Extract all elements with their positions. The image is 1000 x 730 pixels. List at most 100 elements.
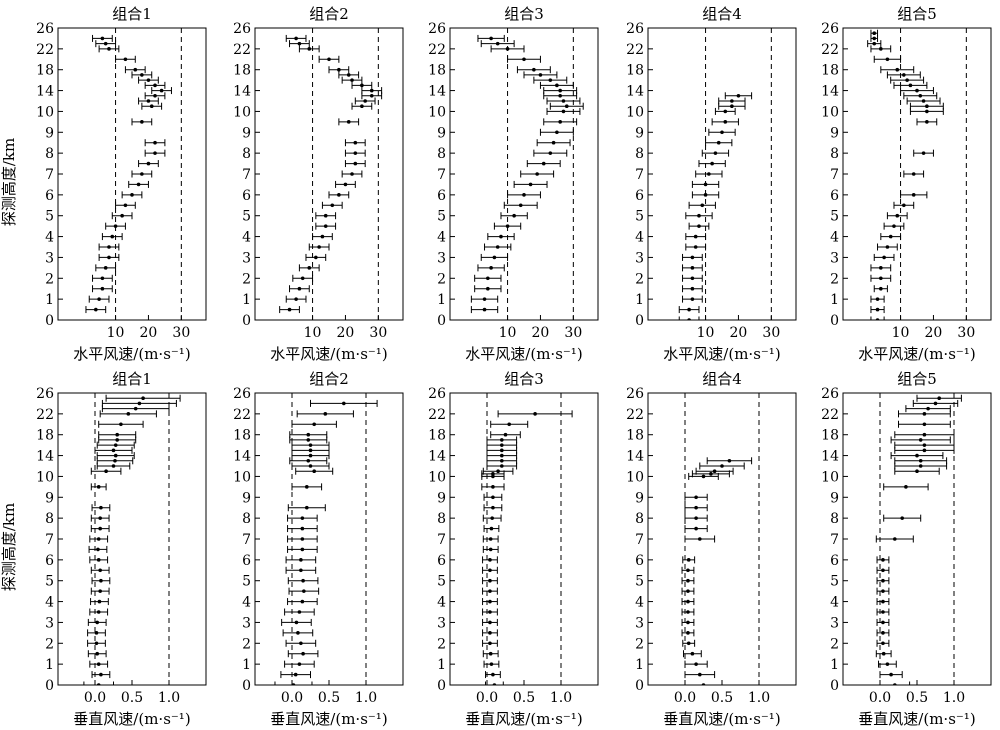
data-point xyxy=(522,57,526,62)
y-tick-label: 4 xyxy=(830,595,839,611)
y-axis-label-top: 探测高度/km xyxy=(0,138,18,226)
y-tick-label: 18 xyxy=(821,63,839,79)
subplot-title: 组合4 xyxy=(702,5,742,23)
data-point xyxy=(488,620,492,625)
data-point xyxy=(103,41,108,46)
y-tick-label: 1 xyxy=(830,657,839,673)
subplot-title: 组合1 xyxy=(112,370,152,388)
data-point xyxy=(301,578,305,583)
y-tick-label: 2 xyxy=(242,636,251,652)
data-point xyxy=(107,255,111,260)
data-point xyxy=(300,599,305,604)
data-point xyxy=(700,203,705,208)
y-tick-label: 26 xyxy=(36,21,54,37)
data-point xyxy=(500,448,504,453)
data-point xyxy=(149,104,154,109)
data-point xyxy=(686,578,690,583)
y-tick-label: 6 xyxy=(635,553,644,569)
data-point xyxy=(314,255,318,260)
data-point xyxy=(892,224,896,228)
data-point xyxy=(296,631,300,635)
y-tick-label: 1 xyxy=(830,292,839,308)
data-point xyxy=(881,568,885,573)
data-point xyxy=(720,130,724,135)
data-point xyxy=(881,651,886,656)
data-point xyxy=(308,448,313,453)
y-tick-label: 22 xyxy=(428,42,446,58)
x-axis-label: 垂直风速/(m·s⁻¹) xyxy=(663,710,780,728)
data-point xyxy=(911,172,916,176)
y-tick-label: 22 xyxy=(233,42,251,58)
data-point xyxy=(488,641,492,646)
data-point xyxy=(690,651,695,656)
y-tick-label: 9 xyxy=(635,125,644,141)
y-tick-label: 14 xyxy=(626,449,644,465)
data-point xyxy=(499,234,503,239)
subplot-8: 组合3 0 1 2 3 4 5 6 7 8 9 10 14 18 22 26 0.0 0.5 1.0 垂直风速/(m·… xyxy=(428,370,599,728)
data-point xyxy=(505,47,510,51)
y-tick-label: 3 xyxy=(830,250,839,266)
data-point xyxy=(541,161,546,166)
data-point xyxy=(489,526,494,531)
x-axis-label: 水平风速/(m·s⁻¹) xyxy=(270,345,387,363)
data-point xyxy=(107,47,111,51)
data-point xyxy=(879,276,883,281)
data-point xyxy=(925,120,929,124)
y-tick-label: 10 xyxy=(233,469,251,485)
y-tick-label: 5 xyxy=(45,574,54,590)
data-point xyxy=(107,245,111,249)
data-point xyxy=(921,151,926,155)
data-point xyxy=(94,641,99,646)
y-tick-label: 26 xyxy=(233,386,251,402)
data-point xyxy=(293,672,298,677)
data-point xyxy=(330,203,335,208)
data-point xyxy=(113,458,117,463)
y-tick-label: 3 xyxy=(635,615,644,631)
x-tick-label: 1.0 xyxy=(158,690,180,706)
y-tick-label: 10 xyxy=(626,469,644,485)
data-point xyxy=(306,438,311,442)
y-tick-label: 7 xyxy=(242,167,251,183)
data-series xyxy=(867,29,944,320)
data-point xyxy=(879,266,883,270)
data-point xyxy=(486,276,490,281)
y-tick-label: 26 xyxy=(626,21,644,37)
x-tick-label: 20 xyxy=(925,325,943,341)
x-tick-label: 0.5 xyxy=(711,690,733,706)
y-tick-label: 22 xyxy=(36,407,54,423)
data-point xyxy=(686,558,691,562)
y-tick-label: 3 xyxy=(45,250,54,266)
y-tick-label: 6 xyxy=(830,188,839,204)
data-point xyxy=(115,438,119,442)
data-point xyxy=(701,474,706,479)
data-point xyxy=(111,448,116,453)
y-tick-label: 2 xyxy=(437,271,446,287)
data-point xyxy=(881,589,885,593)
data-point xyxy=(902,73,906,77)
data-point xyxy=(323,224,328,228)
data-point xyxy=(299,558,303,562)
y-tick-label: 4 xyxy=(242,595,251,611)
data-point xyxy=(323,213,328,218)
data-point xyxy=(495,41,500,46)
x-tick-label: 0.0 xyxy=(476,690,498,706)
data-point xyxy=(500,443,504,447)
data-point xyxy=(360,83,364,88)
data-point xyxy=(882,255,886,260)
y-tick-label: 0 xyxy=(242,313,251,329)
data-point xyxy=(140,120,144,124)
y-tick-label: 14 xyxy=(821,449,839,465)
data-point xyxy=(94,631,99,635)
data-series xyxy=(83,394,181,685)
data-point xyxy=(297,286,302,291)
data-point xyxy=(491,472,495,476)
y-tick-label: 14 xyxy=(36,84,54,100)
y-tick-label: 9 xyxy=(45,490,54,506)
data-point xyxy=(727,458,732,463)
x-tick-label: 30 xyxy=(762,325,780,341)
subplot-3: 组合3 0 1 2 3 4 5 6 7 8 9 10 14 18 22 26 10 20 30 水平风速/(m·s⁻¹… xyxy=(428,5,599,363)
data-point xyxy=(491,505,495,510)
data-point xyxy=(488,568,492,573)
data-point xyxy=(697,213,701,218)
data-point xyxy=(488,651,493,656)
